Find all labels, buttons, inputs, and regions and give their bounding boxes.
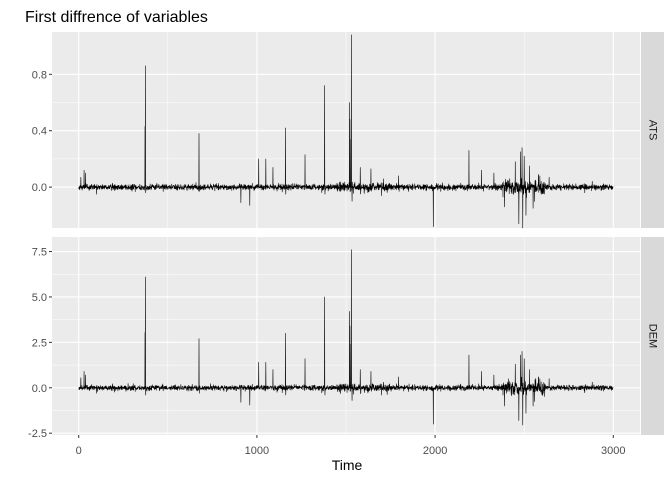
x-tick-label: 2000	[423, 445, 447, 457]
series-line-dem	[78, 249, 614, 426]
y-tick-label: 0.8	[32, 69, 47, 81]
facet-strip-label: ATS	[647, 120, 659, 141]
facet-panels: 0.0 0.4 0.8 ATS -2.5 0.0 2.5 5.0 7.5 DEM 0 1000 2000…	[28, 32, 664, 457]
x-tick-label: 3000	[601, 445, 625, 457]
y-tick-label: -2.5	[28, 428, 47, 440]
y-tick-label: 2.5	[32, 337, 47, 349]
y-tick-label: 0.0	[32, 182, 47, 194]
panel-dem: -2.5 0.0 2.5 5.0 7.5 DEM	[28, 237, 664, 440]
y-tick-label: 0.0	[32, 383, 47, 395]
chart-title: First diffrence of variables	[25, 9, 208, 26]
x-axis-title: Time	[332, 457, 363, 473]
facet-strip	[641, 32, 664, 228]
x-tick-label: 1000	[245, 445, 269, 457]
y-tick-label: 0.4	[32, 126, 47, 138]
facet-strip-label: DEM	[647, 324, 659, 348]
y-tick-label: 7.5	[32, 247, 47, 259]
panel-ats: 0.0 0.4 0.8 ATS	[32, 32, 664, 229]
y-tick-label: 5.0	[32, 292, 47, 304]
x-axis: 0 1000 2000 3000	[76, 435, 626, 457]
series-line-ats	[78, 34, 614, 229]
x-tick-label: 0	[76, 445, 82, 457]
facet-strip	[641, 237, 664, 435]
